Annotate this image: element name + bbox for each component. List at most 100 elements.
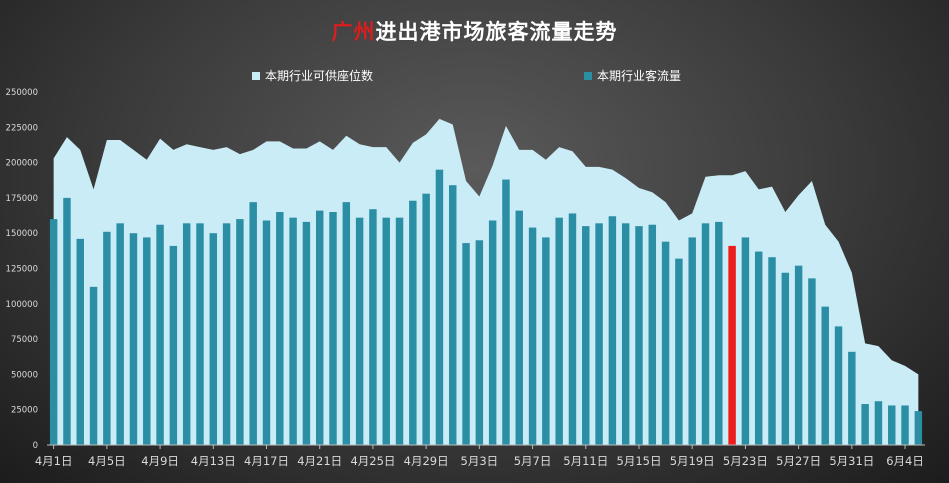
y-tick-label: 125000: [6, 265, 38, 275]
passenger-bar: [422, 193, 430, 445]
passenger-bar: [595, 223, 603, 445]
passenger-bar: [209, 233, 218, 445]
x-tick-label: 4月1日: [35, 454, 73, 468]
y-tick-label: 175000: [6, 194, 38, 204]
passenger-bar: [329, 212, 337, 445]
y-tick-label: 0: [33, 441, 38, 451]
y-tick-label: 75000: [11, 335, 38, 345]
passenger-bar: [688, 237, 696, 445]
passenger-bar: [741, 237, 750, 445]
legend-label-capacity: 本期行业可供座位数: [265, 69, 374, 83]
passenger-bar: [861, 404, 869, 445]
passenger-bar: [661, 241, 670, 445]
passenger-bar: [901, 405, 909, 445]
legend-swatch-capacity: [252, 71, 260, 80]
x-tick-label: 4月9日: [141, 454, 179, 468]
passenger-bar: [276, 212, 284, 445]
x-tick-label: 5月31日: [829, 454, 874, 468]
passenger-bar: [63, 197, 71, 445]
passenger-bar: [342, 202, 351, 445]
passenger-bar: [874, 401, 883, 445]
passenger-bar: [821, 306, 829, 445]
passenger-bar: [715, 221, 723, 445]
x-tick-label: 4月13日: [191, 454, 236, 468]
x-tick-label: 4月21日: [297, 454, 342, 468]
y-tick-label: 150000: [6, 229, 38, 239]
passenger-bar: [236, 219, 244, 445]
passenger-bar: [462, 243, 470, 445]
passenger-bar: [449, 185, 457, 445]
axes-layer: 0 25000 50000 75000 100000 125000 150000 175000…: [6, 88, 925, 468]
passenger-bars-layer: [49, 169, 923, 445]
passenger-bar: [382, 217, 390, 445]
legend-label-passengers: 本期行业客流量: [597, 69, 682, 83]
passenger-bar: [754, 251, 763, 445]
passenger-bar: [648, 224, 657, 445]
passenger-bar: [196, 223, 204, 445]
passenger-bar: [369, 209, 377, 445]
y-tick-label: 50000: [11, 370, 38, 380]
passenger-bar: [794, 265, 803, 445]
passenger-bar: [89, 286, 98, 445]
passenger-bar: [169, 245, 178, 445]
x-tick-label: 6月4日: [886, 454, 924, 468]
passenger-bar: [701, 223, 710, 445]
passenger-bar: [409, 200, 417, 445]
passenger-bar: [395, 217, 404, 445]
passenger-bar: [116, 223, 124, 445]
x-tick-label: 4月17日: [244, 454, 289, 468]
x-tick-label: 5月3日: [461, 454, 499, 468]
passenger-bar: [488, 220, 497, 445]
passenger-bar: [289, 217, 297, 445]
passenger-bar: [528, 227, 537, 445]
legend-item-capacity: 本期行业可供座位数: [252, 67, 373, 84]
y-tick-label: 25000: [11, 406, 38, 416]
legend-swatch-passengers: [584, 71, 592, 80]
x-tick-label: 4月5日: [88, 454, 126, 468]
chart-title: 广州进出港市场旅客流量走势: [0, 16, 949, 46]
passenger-bar: [848, 351, 856, 445]
y-tick-label: 250000: [6, 88, 38, 98]
legend-item-passengers: 本期行业客流量: [584, 67, 681, 84]
passenger-bar: [76, 238, 84, 445]
passenger-bar: [355, 217, 364, 445]
passenger-bar: [808, 278, 816, 445]
passenger-bar: [635, 226, 643, 445]
passenger-bar: [49, 219, 58, 445]
passenger-bar: [834, 326, 843, 445]
passenger-bar: [129, 233, 138, 445]
passenger-bar: [621, 223, 630, 445]
passenger-bar: [262, 220, 271, 445]
chart-title-rest: 进出港市场旅客流量走势: [375, 20, 618, 44]
passenger-bar: [103, 231, 111, 445]
passenger-bar: [542, 237, 550, 445]
passenger-bar: [608, 216, 617, 445]
highlight-bar: [728, 245, 736, 445]
passenger-bar: [675, 258, 683, 445]
passenger-bar: [888, 405, 896, 445]
passenger-bar: [222, 223, 231, 445]
passenger-bar: [781, 272, 790, 445]
passenger-bar: [555, 217, 563, 445]
x-tick-label: 5月11日: [563, 454, 608, 468]
passenger-bar: [768, 257, 776, 445]
passenger-bar: [914, 411, 923, 445]
passenger-bar: [568, 213, 577, 445]
passenger-bar: [182, 223, 191, 445]
x-tick-label: 5月23日: [723, 454, 768, 468]
x-tick-label: 5月7日: [514, 454, 552, 468]
passenger-bar: [502, 179, 510, 445]
x-tick-label: 5月15日: [617, 454, 662, 468]
passenger-bar: [515, 210, 523, 445]
passenger-bar: [302, 221, 311, 445]
y-tick-label: 100000: [6, 300, 38, 310]
y-tick-label: 200000: [6, 159, 38, 169]
passenger-bar: [582, 226, 590, 445]
passenger-bar: [475, 240, 484, 445]
x-tick-label: 5月19日: [670, 454, 715, 468]
passenger-bar: [156, 224, 164, 445]
passenger-bar: [435, 169, 444, 445]
chart-title-city: 广州: [331, 20, 376, 44]
passenger-bar: [249, 202, 257, 445]
